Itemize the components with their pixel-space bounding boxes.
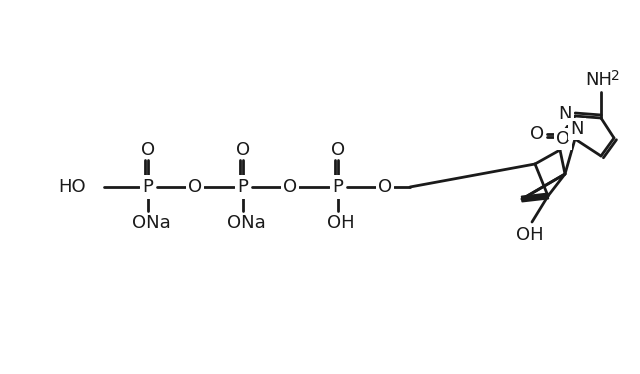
Text: O: O (378, 178, 392, 196)
Text: O: O (283, 178, 297, 196)
Text: N: N (570, 120, 584, 138)
Text: P: P (237, 178, 248, 196)
Text: O: O (378, 178, 392, 196)
Text: O: O (188, 178, 202, 196)
Text: O: O (556, 130, 570, 148)
Text: O: O (331, 141, 345, 159)
Text: P: P (333, 178, 344, 196)
Text: P: P (143, 178, 154, 196)
Text: P: P (143, 178, 154, 196)
Text: OH: OH (516, 226, 544, 244)
Text: ONa: ONa (227, 214, 266, 232)
Text: NH: NH (586, 71, 612, 89)
Text: O: O (556, 130, 570, 148)
Text: P: P (237, 178, 248, 196)
Text: O: O (188, 178, 202, 196)
Text: O: O (530, 125, 544, 143)
Text: ONa: ONa (132, 214, 170, 232)
Text: N: N (558, 105, 572, 123)
Text: P: P (333, 178, 344, 196)
Text: O: O (236, 141, 250, 159)
Text: OH: OH (327, 214, 355, 232)
Text: N: N (570, 120, 584, 138)
Text: 2: 2 (611, 69, 620, 83)
Text: HO: HO (58, 178, 86, 196)
Text: O: O (283, 178, 297, 196)
Text: N: N (558, 105, 572, 123)
Text: O: O (141, 141, 155, 159)
